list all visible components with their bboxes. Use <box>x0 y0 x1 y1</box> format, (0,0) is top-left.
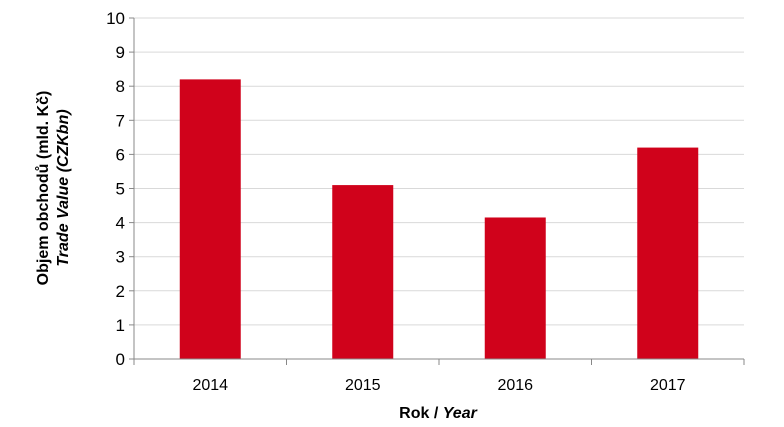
y-tick-label-7: 7 <box>116 111 125 130</box>
y-tick-label-5: 5 <box>116 180 125 199</box>
x-tick-label-2017: 2017 <box>650 377 686 394</box>
x-tick-label-2014: 2014 <box>192 377 228 394</box>
bar-2015 <box>332 185 394 359</box>
y-axis-title: Objem obchodů (mld. Kč) Trade Value (CZK… <box>35 91 72 286</box>
y-tick-label-9: 9 <box>116 43 125 62</box>
x-axis-title-italic: Year <box>443 405 478 422</box>
y-axis-title-line1: Objem obchodů (mld. Kč) <box>35 91 52 286</box>
bar-2016 <box>484 217 546 359</box>
y-tick-label-10: 10 <box>106 9 125 28</box>
bar-2017 <box>637 147 699 359</box>
y-tick-label-1: 1 <box>116 316 125 335</box>
x-tick-label-2015: 2015 <box>345 377 381 394</box>
bars <box>179 79 699 359</box>
x-axis-title-main: Rok / <box>399 405 443 422</box>
y-tick-label-4: 4 <box>116 214 125 233</box>
axes <box>129 17 745 365</box>
y-tick-labels: 0 1 2 3 4 5 6 7 8 9 10 <box>106 9 125 369</box>
x-tick-label-2016: 2016 <box>497 377 533 394</box>
y-tick-label-8: 8 <box>116 77 125 96</box>
x-axis-title: Rok / Year <box>399 405 477 422</box>
bar-2014 <box>179 79 241 359</box>
y-tick-label-2: 2 <box>116 282 125 301</box>
x-category-labels: 2014 2015 2016 2017 <box>192 377 685 394</box>
y-tick-label-6: 6 <box>116 145 125 164</box>
y-tick-label-0: 0 <box>116 350 125 369</box>
y-tick-label-3: 3 <box>116 248 125 267</box>
y-axis-title-line2: Trade Value (CZKbn) <box>55 109 72 266</box>
